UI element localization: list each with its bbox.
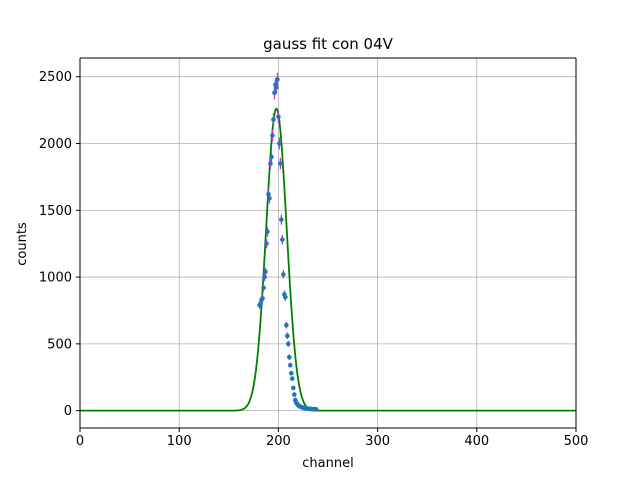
x-tick-label: 300	[365, 434, 390, 449]
data-point	[266, 191, 271, 197]
x-axis-label: channel	[302, 456, 353, 471]
data-point	[264, 241, 269, 246]
data-point	[287, 354, 292, 360]
data-point	[291, 392, 297, 397]
data-point	[260, 296, 265, 301]
y-tick-label: 1500	[39, 204, 72, 219]
data-point	[286, 341, 291, 347]
data-point	[283, 294, 288, 300]
grid-layer	[79, 58, 577, 428]
data-point	[270, 133, 275, 138]
data-point	[267, 195, 272, 201]
y-tick-label: 1000	[39, 271, 72, 286]
data-point	[269, 154, 274, 160]
x-tick-label: 400	[464, 434, 489, 449]
data-point	[289, 376, 295, 381]
x-tick-label: 100	[167, 434, 192, 449]
x-tick-label: 200	[266, 434, 291, 449]
data-point	[279, 217, 284, 222]
data-point	[280, 237, 285, 242]
data-point	[258, 301, 263, 307]
x-tick-label: 0	[76, 434, 84, 449]
axes-layer	[79, 57, 577, 429]
data-point	[288, 362, 293, 368]
data-point	[278, 161, 283, 166]
data-point	[265, 229, 270, 234]
data-point	[276, 114, 281, 120]
x-tick-label: 500	[564, 434, 589, 449]
fit-layer	[80, 107, 576, 412]
data-point	[274, 85, 279, 90]
data-point	[268, 161, 273, 166]
chart-title: gauss fit con 04V	[263, 35, 394, 53]
data-point	[263, 269, 268, 275]
y-tick-label: 500	[47, 337, 72, 352]
data-point	[277, 141, 282, 146]
data-point	[313, 406, 319, 412]
y-tick-label: 2500	[39, 70, 72, 85]
data-point	[290, 385, 296, 391]
y-axis-label: counts	[15, 222, 30, 266]
data-point	[261, 285, 266, 291]
data-point	[288, 370, 294, 376]
data-point	[275, 77, 280, 82]
ticks-layer: 0 100 200 300 400 500 0 500 1000 1500 2000 2500	[39, 70, 589, 449]
data-point	[284, 322, 289, 328]
points-layer	[257, 72, 319, 412]
y-tick-label: 0	[64, 404, 72, 419]
gauss-fit-line	[80, 107, 576, 412]
data-point	[262, 274, 267, 280]
data-point	[271, 117, 276, 122]
data-point	[281, 272, 286, 277]
y-tick-label: 2000	[39, 137, 72, 152]
data-point	[272, 90, 277, 96]
data-point	[285, 333, 290, 339]
